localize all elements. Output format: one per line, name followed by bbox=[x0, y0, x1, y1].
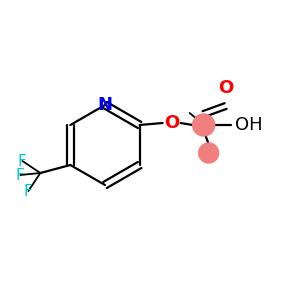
Text: OH: OH bbox=[235, 116, 262, 134]
Text: F: F bbox=[16, 167, 25, 182]
Circle shape bbox=[199, 143, 219, 163]
Text: O: O bbox=[164, 114, 179, 132]
Text: O: O bbox=[218, 79, 233, 97]
Circle shape bbox=[193, 114, 214, 136]
Text: F: F bbox=[18, 154, 27, 169]
Text: N: N bbox=[98, 96, 112, 114]
Text: F: F bbox=[24, 184, 33, 199]
